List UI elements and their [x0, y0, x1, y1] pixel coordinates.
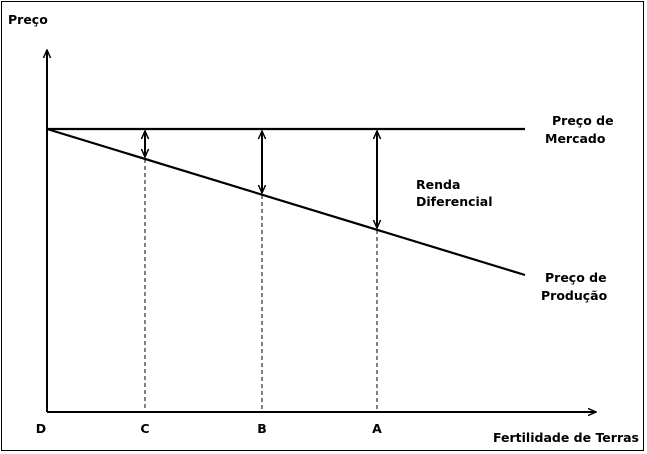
x-axis-label: Fertilidade de Terras	[493, 430, 639, 445]
y-axis-label: Preço	[8, 12, 48, 27]
market-price-label-line2: Mercado	[545, 131, 606, 146]
production-price-label-line1: Preço de	[545, 270, 607, 285]
market-price-label-line1: Preço de	[552, 113, 614, 128]
differential-rent-label-line2: Diferencial	[416, 194, 493, 209]
origin-label: D	[36, 421, 46, 436]
differential-rent-label-line1: Renda	[416, 177, 460, 192]
point-b-label: B	[257, 421, 267, 436]
production-price-label-line2: Produção	[541, 288, 608, 303]
production-price-line	[46, 127, 526, 277]
point-a-label: A	[372, 421, 382, 436]
point-c-label: C	[140, 421, 149, 436]
